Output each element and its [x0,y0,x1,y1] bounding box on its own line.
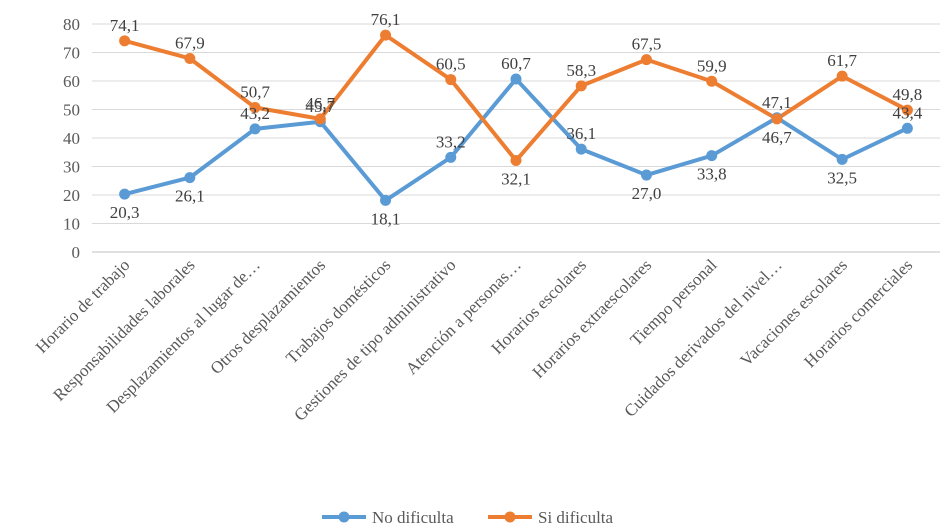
data-label: 46,7 [762,128,792,147]
data-label: 32,5 [827,168,857,187]
legend-swatch-marker [504,511,516,523]
data-label: 18,1 [371,209,401,228]
y-tick-label: 70 [63,44,80,63]
y-tick-label: 0 [72,243,81,262]
data-label: 58,3 [566,61,596,80]
y-tick-label: 60 [63,72,80,91]
x-tick-label: Otros desplazamientos [207,255,330,378]
data-point [184,52,196,64]
data-label: 59,9 [697,56,727,75]
y-tick-label: 30 [63,158,80,177]
data-point [380,194,392,206]
data-label: 27,0 [632,184,662,203]
data-point [510,155,522,167]
data-point [836,70,848,82]
data-labels: 20,3 26,1 43,2 45,7 18,1 33,2 60,7 36,1 27,0 33,8… [110,10,923,228]
data-point [184,172,196,184]
data-label: 46,7 [305,94,335,113]
data-label: 49,8 [893,85,923,104]
data-label: 67,5 [632,35,662,54]
data-point [510,73,522,85]
x-tick-label: Horarios extraescolares [529,255,656,382]
data-label: 47,1 [762,93,792,112]
legend-swatch-marker [338,511,350,523]
data-label: 50,7 [240,83,270,102]
y-tick-label: 20 [63,186,80,205]
data-point [901,122,913,134]
data-label: 26,1 [175,187,205,206]
data-point [575,80,587,92]
data-point [119,35,131,47]
data-label: 76,1 [371,10,401,29]
data-point [836,153,848,165]
data-label: 45,7 [305,97,335,116]
legend-label: Si dificulta [538,508,614,527]
data-label: 67,9 [175,33,205,52]
data-point [380,29,392,41]
data-label: 43,4 [893,103,923,122]
data-point [314,113,326,125]
data-point [771,113,783,125]
x-tick-label: Horarios comerciales [800,255,916,371]
data-point [640,169,652,181]
data-label: 60,5 [436,55,466,74]
data-point [640,54,652,66]
data-point [575,143,587,155]
data-point [119,188,131,200]
data-label: 74,1 [110,16,140,35]
data-point [249,123,261,135]
data-label: 61,7 [827,51,857,70]
data-point [445,74,457,86]
data-point [249,102,261,114]
x-tick-label: Vacaciones escolares [736,255,851,370]
data-point [445,151,457,163]
y-tick-label: 10 [63,215,80,234]
legend: No dificulta Si dificulta [322,508,614,527]
data-label: 32,1 [501,170,531,189]
data-label: 60,7 [501,54,531,73]
data-point [901,104,913,116]
data-point [706,75,718,87]
data-point [706,150,718,162]
data-label: 33,8 [697,165,727,184]
y-axis-ticks: 0 10 20 30 40 50 60 70 80 [63,15,80,262]
y-tick-label: 80 [63,15,80,34]
data-label: 36,1 [566,124,596,143]
y-tick-label: 40 [63,129,80,148]
data-label: 33,2 [436,132,466,151]
data-label: 43,2 [240,104,270,123]
x-tick-label: Atención a personas… [402,255,525,378]
y-tick-label: 50 [63,101,80,120]
legend-label: No dificulta [372,508,454,527]
series-points [119,29,913,206]
data-label: 20,3 [110,203,140,222]
